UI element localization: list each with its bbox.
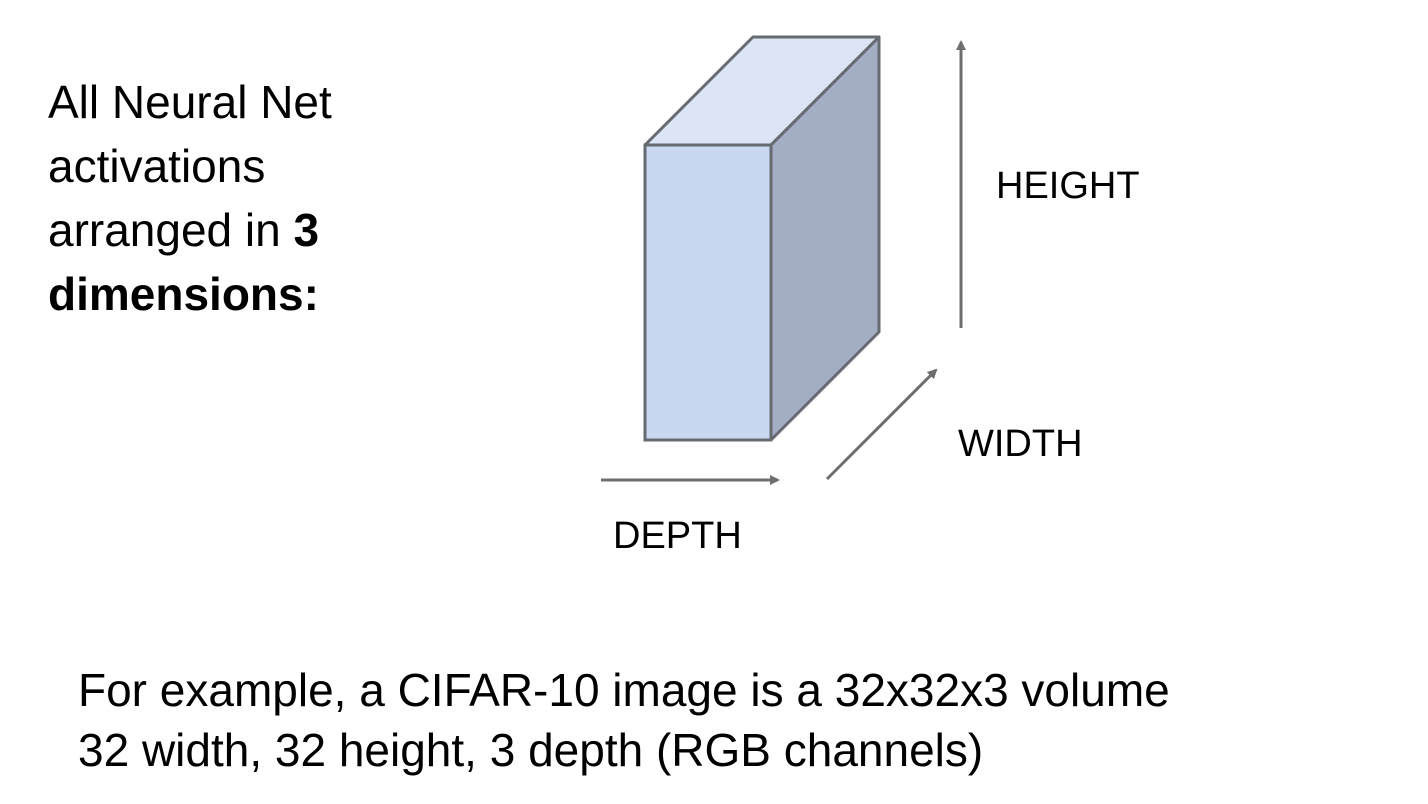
heading-line-2: activations bbox=[48, 140, 266, 192]
width-label: WIDTH bbox=[958, 423, 1083, 465]
volume-front-face bbox=[643, 143, 773, 442]
heading-line-4: dimensions: bbox=[48, 262, 468, 326]
height-label: HEIGHT bbox=[996, 165, 1140, 207]
depth-label: DEPTH bbox=[613, 515, 742, 557]
caption-line-2: 32 width, 32 height, 3 depth (RGB channe… bbox=[78, 724, 984, 776]
width-arrow bbox=[825, 368, 938, 481]
heading-line-3-prefix: arranged in bbox=[48, 204, 294, 256]
heading-text: All Neural Net activations arranged in 3… bbox=[48, 70, 468, 326]
heading-line-1: All Neural Net bbox=[48, 76, 332, 128]
heading-line-3: arranged in 3 bbox=[48, 198, 468, 262]
heading-dimensions: dimensions: bbox=[48, 268, 319, 320]
caption-line-1: For example, a CIFAR-10 image is a 32x32… bbox=[78, 664, 1170, 716]
example-caption: For example, a CIFAR-10 image is a 32x32… bbox=[78, 660, 1170, 780]
heading-number-3: 3 bbox=[293, 204, 320, 256]
